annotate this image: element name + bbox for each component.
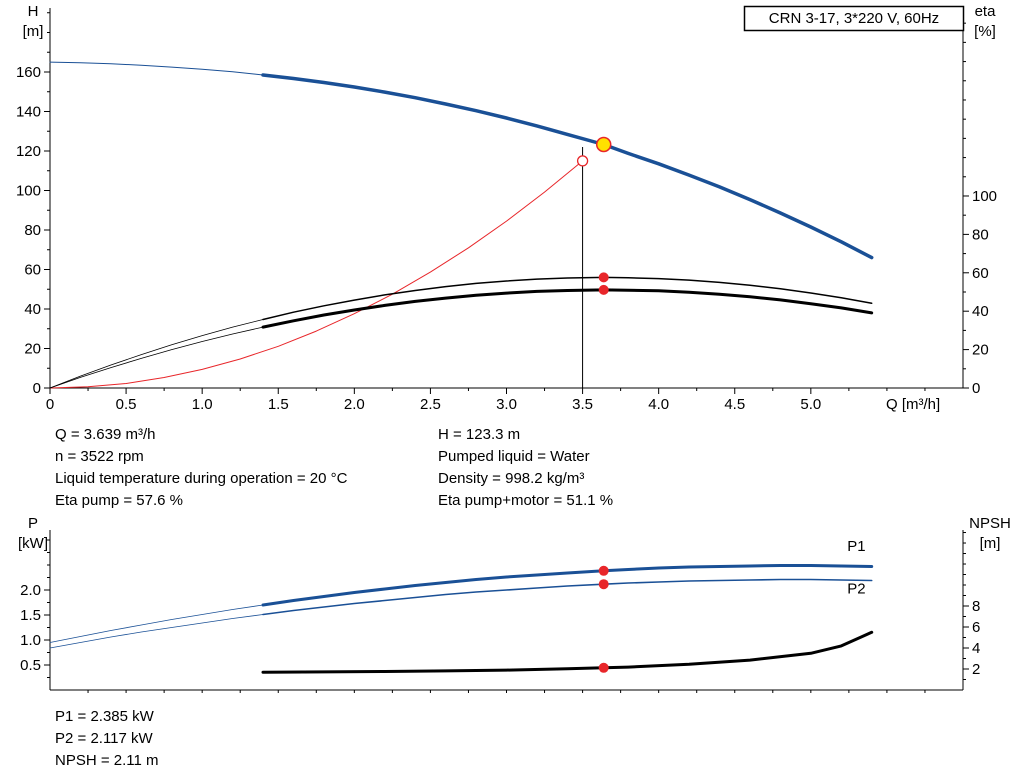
svg-text:60: 60 xyxy=(24,261,41,278)
svg-text:2.0: 2.0 xyxy=(20,582,41,599)
npsh-curve xyxy=(261,630,874,674)
system-curve xyxy=(49,160,584,389)
svg-text:20: 20 xyxy=(24,340,41,357)
info-eta-pump: Eta pump = 57.6 % xyxy=(55,492,183,509)
svg-text:6: 6 xyxy=(972,619,980,636)
head-efficiency-chart: 0 0.5 1.0 1.5 2.0 2.5 3.0 3.5 4.0 4.5 5.0 0 20 40 60 80… xyxy=(16,3,997,413)
info-npsh: NPSH = 2.11 m xyxy=(55,752,159,769)
npsh-axis-title-line2: [m] xyxy=(980,535,1001,552)
left-axis-title-line1: H xyxy=(28,3,39,20)
axes xyxy=(49,530,964,691)
p2-curve-lead xyxy=(49,614,264,649)
duty-point-marker xyxy=(595,136,612,153)
info-density: Density = 998.2 kg/m³ xyxy=(438,470,585,487)
right-axis-title: eta [%] xyxy=(974,3,996,40)
svg-text:100: 100 xyxy=(16,182,41,199)
svg-text:0: 0 xyxy=(33,380,41,397)
p1-curve xyxy=(261,564,874,607)
svg-text:80: 80 xyxy=(972,226,989,243)
svg-text:2.0: 2.0 xyxy=(344,396,365,413)
svg-text:100: 100 xyxy=(972,188,997,205)
duty-info-right-column: H = 123.3 m Pumped liquid = Water Densit… xyxy=(438,424,613,512)
svg-text:140: 140 xyxy=(16,103,41,120)
right-axis-title-line2: [%] xyxy=(974,23,996,40)
power-npsh-chart: 0.5 1.0 1.5 2.0 2 4 6 8 P1 P2 P [kW] NPSH [m] xyxy=(18,515,1011,693)
p2-curve xyxy=(262,578,873,616)
svg-text:4.5: 4.5 xyxy=(724,396,745,413)
info-speed: n = 3522 rpm xyxy=(55,448,144,465)
svg-text:5.0: 5.0 xyxy=(800,396,821,413)
svg-text:160: 160 xyxy=(16,64,41,81)
ticks xyxy=(44,12,969,394)
svg-text:60: 60 xyxy=(972,265,989,282)
eta-pump-marker xyxy=(598,272,609,283)
axes xyxy=(49,8,964,389)
eta-pump-motor-marker xyxy=(598,284,609,295)
svg-text:0.5: 0.5 xyxy=(116,396,137,413)
power-info-block: P1 = 2.385 kW P2 = 2.117 kW NPSH = 2.11 … xyxy=(55,706,159,772)
left-axis-title: H [m] xyxy=(23,3,44,40)
p1-curve-lead xyxy=(49,604,264,643)
info-p2: P2 = 2.117 kW xyxy=(55,730,153,747)
eta-pump-motor-curve xyxy=(261,288,874,329)
npsh-marker xyxy=(598,662,609,673)
svg-text:40: 40 xyxy=(24,301,41,318)
info-p1: P1 = 2.385 kW xyxy=(55,708,154,725)
duty-info-left-column: Q = 3.639 m³/h n = 3522 rpm Liquid tempe… xyxy=(55,424,438,512)
head-chart-plot: 0 0.5 1.0 1.5 2.0 2.5 3.0 3.5 4.0 4.5 5.0 0 20 40 60 80… xyxy=(16,8,997,413)
power-axis-title: P [kW] xyxy=(18,515,48,552)
system-point-marker xyxy=(576,155,589,167)
npsh-axis-title-line1: NPSH xyxy=(969,515,1011,532)
svg-text:2: 2 xyxy=(972,661,980,678)
svg-text:4.0: 4.0 xyxy=(648,396,669,413)
info-head: H = 123.3 m xyxy=(438,426,521,443)
chart-title-box: CRN 3-17, 3*220 V, 60Hz xyxy=(743,5,965,32)
curve-label-p2: P2 xyxy=(847,581,865,598)
head-curve-lead xyxy=(49,61,264,76)
power-axis-title-line1: P xyxy=(28,515,38,532)
svg-text:1.0: 1.0 xyxy=(192,396,213,413)
power-chart-plot: 0.5 1.0 1.5 2.0 2 4 6 8 P1 P2 xyxy=(20,530,980,693)
left-axis-title-line2: [m] xyxy=(23,23,44,40)
eta-pump-curve-lead xyxy=(49,319,264,389)
eta-pump-motor-curve-lead xyxy=(49,326,264,389)
chart-title: CRN 3-17, 3*220 V, 60Hz xyxy=(769,10,939,27)
svg-text:1.5: 1.5 xyxy=(20,607,41,624)
info-flow: Q = 3.639 m³/h xyxy=(55,426,156,443)
svg-text:1.5: 1.5 xyxy=(268,396,289,413)
svg-text:0: 0 xyxy=(46,396,54,413)
info-pumped-liquid: Pumped liquid = Water xyxy=(438,448,590,465)
p2-marker xyxy=(598,579,609,590)
svg-text:2.5: 2.5 xyxy=(420,396,441,413)
svg-text:1.0: 1.0 xyxy=(20,632,41,649)
tick-labels: 0 0.5 1.0 1.5 2.0 2.5 3.0 3.5 4.0 4.5 5.0 0 20 40 60 80… xyxy=(16,64,997,413)
svg-text:3.5: 3.5 xyxy=(572,396,593,413)
svg-text:3.0: 3.0 xyxy=(496,396,517,413)
p1-marker xyxy=(598,565,609,576)
info-eta-pump-motor: Eta pump+motor = 51.1 % xyxy=(438,492,614,509)
npsh-axis-title: NPSH [m] xyxy=(969,515,1011,552)
right-axis-title-line1: eta xyxy=(975,3,997,20)
svg-text:40: 40 xyxy=(972,303,989,320)
svg-text:20: 20 xyxy=(972,342,989,359)
duty-info-block: Q = 3.639 m³/h n = 3522 rpm Liquid tempe… xyxy=(55,424,613,512)
svg-text:8: 8 xyxy=(972,598,980,615)
svg-text:0: 0 xyxy=(972,380,980,397)
head-curve xyxy=(261,73,874,260)
svg-text:4: 4 xyxy=(972,640,980,657)
svg-text:80: 80 xyxy=(24,222,41,239)
info-liquid-temperature: Liquid temperature during operation = 20… xyxy=(55,470,348,487)
chart-title-box-border xyxy=(743,5,965,32)
power-axis-title-line2: [kW] xyxy=(18,535,48,552)
ticks xyxy=(44,532,969,693)
x-axis-title: Q [m³/h] xyxy=(886,396,940,413)
eta-pump-curve xyxy=(262,276,873,321)
svg-text:0.5: 0.5 xyxy=(20,657,41,674)
svg-text:120: 120 xyxy=(16,143,41,160)
curve-label-p1: P1 xyxy=(847,538,865,555)
tick-labels: 0.5 1.0 1.5 2.0 2 4 6 8 xyxy=(20,582,980,678)
